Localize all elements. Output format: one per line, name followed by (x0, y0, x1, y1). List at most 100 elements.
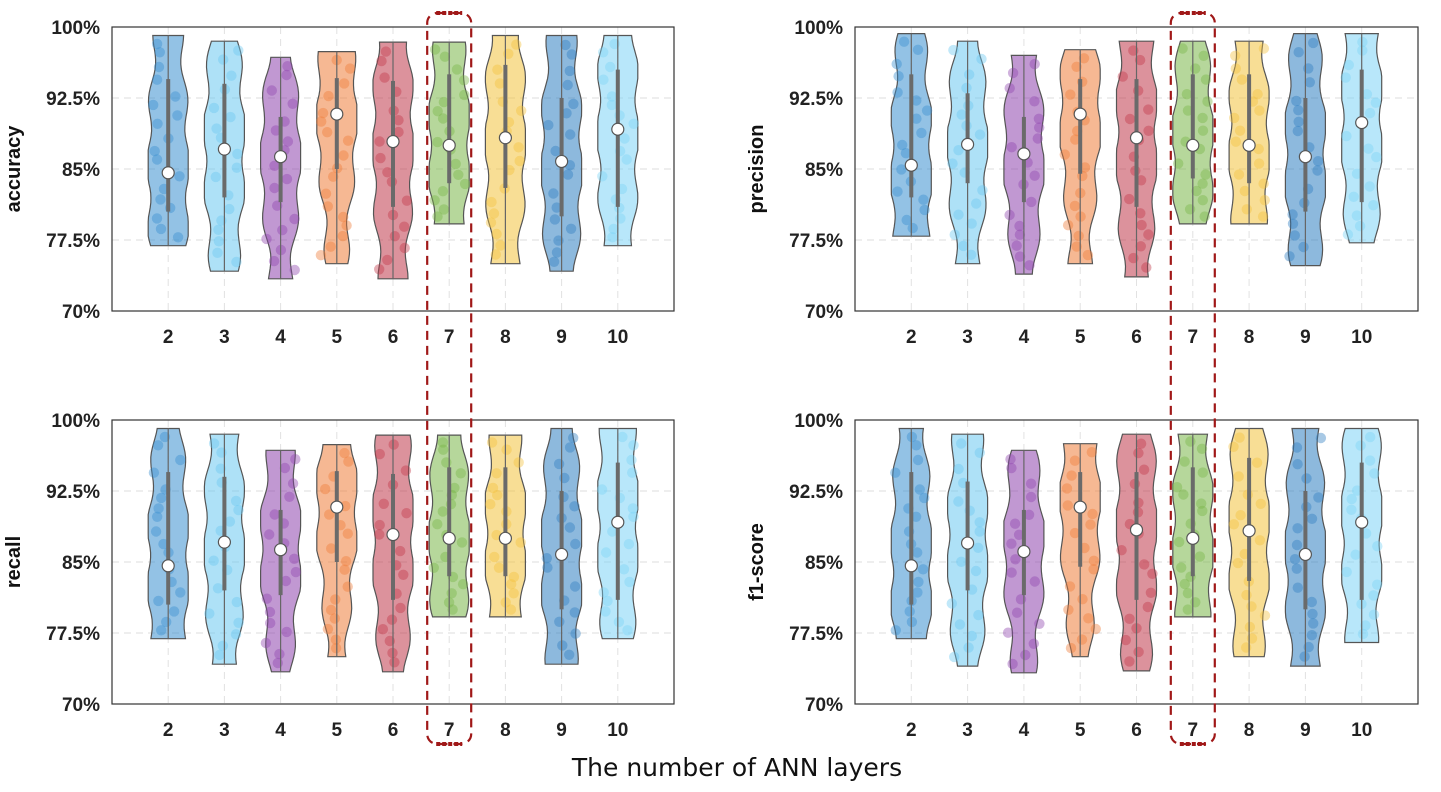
data-point (289, 264, 300, 276)
data-point (155, 223, 167, 235)
data-point (1124, 193, 1135, 205)
median-marker-3 (960, 137, 975, 151)
data-point (290, 566, 302, 578)
x-tick-label: 9 (1300, 720, 1311, 741)
data-point (1139, 559, 1150, 570)
data-point (1090, 623, 1102, 635)
data-point (1301, 473, 1312, 484)
median-marker-3 (960, 536, 975, 550)
median-marker-10 (611, 515, 625, 529)
data-point (597, 171, 608, 182)
data-point (513, 457, 524, 468)
data-point (272, 657, 283, 669)
data-point (400, 465, 412, 476)
data-point (208, 102, 220, 114)
data-point (1083, 613, 1094, 624)
panel-precision: 70% 77.5% 85% 92.5% 100% 2 3 4 5 6 7 8 9 10 precision (746, 18, 1419, 348)
data-point (564, 649, 575, 660)
x-tick-label: 6 (388, 327, 399, 348)
x-tick-label: 9 (1300, 327, 1311, 348)
data-point (609, 38, 620, 50)
data-point (627, 467, 638, 478)
data-point (212, 583, 224, 594)
data-point (213, 224, 224, 235)
data-point (447, 604, 458, 615)
plot-frame (111, 419, 675, 705)
data-point (1014, 229, 1026, 240)
data-point (569, 581, 581, 592)
data-point (330, 634, 342, 645)
data-point (398, 569, 409, 580)
y-tick-label: 85% (62, 553, 100, 574)
data-point (393, 126, 404, 138)
data-point (976, 53, 987, 65)
data-point (569, 607, 580, 618)
data-point (1002, 627, 1014, 638)
data-point (628, 118, 639, 129)
data-point (954, 619, 966, 630)
data-point (343, 456, 354, 467)
x-tick-label: 6 (1131, 720, 1142, 741)
data-point (1303, 641, 1314, 653)
iqr-box-7 (1190, 74, 1195, 179)
data-point (1370, 97, 1382, 108)
data-point (279, 462, 291, 474)
median-marker-10 (611, 122, 625, 136)
data-point (1013, 529, 1025, 540)
data-point (608, 223, 619, 235)
data-point (911, 440, 922, 451)
data-point (1034, 122, 1045, 133)
data-point (1194, 551, 1206, 562)
data-point (1363, 143, 1374, 154)
data-point (450, 158, 461, 170)
data-point (914, 484, 925, 495)
data-point (1350, 549, 1361, 560)
data-point (1141, 262, 1152, 273)
y-axis-label: recall (3, 536, 25, 588)
data-point (340, 556, 352, 567)
data-point (317, 107, 329, 119)
data-point (568, 432, 579, 444)
data-point (564, 442, 576, 453)
data-point (1190, 63, 1201, 74)
data-point (1135, 438, 1147, 449)
data-point (1341, 566, 1352, 578)
y-tick-label: 85% (805, 553, 843, 574)
data-point (624, 576, 635, 588)
x-tick-label: 4 (1019, 327, 1030, 348)
data-point (1011, 240, 1022, 251)
data-point (1029, 576, 1041, 587)
data-point (338, 150, 349, 161)
data-point (432, 106, 443, 117)
data-point (485, 217, 497, 228)
data-point (264, 606, 276, 618)
data-point (1069, 200, 1081, 212)
median-marker-8 (498, 131, 512, 145)
data-point (948, 44, 959, 56)
data-point (455, 468, 466, 479)
panels-layer: 70%77.5%85%92.5%100%2 3 4 5 6 7 8 9 10accuracy70… (3, 18, 1419, 741)
data-point (598, 47, 609, 58)
data-point (1364, 455, 1376, 466)
data-point (1198, 50, 1209, 61)
data-point (489, 551, 500, 563)
x-tick-label: 3 (962, 720, 973, 741)
y-tick-label: 100% (794, 411, 843, 432)
y-axis-label: precision (746, 125, 768, 214)
data-point (342, 528, 353, 539)
data-point (282, 136, 294, 147)
data-point (1230, 136, 1242, 147)
data-point (569, 501, 580, 512)
data-point (1190, 597, 1201, 608)
data-point (1196, 443, 1208, 454)
data-point (215, 463, 226, 474)
data-point (910, 511, 922, 522)
data-point (231, 256, 242, 268)
data-point (1303, 63, 1314, 74)
data-point (1361, 89, 1373, 100)
data-point (1120, 634, 1132, 646)
median-marker-6 (1129, 523, 1144, 537)
median-marker-10 (1355, 515, 1369, 529)
data-point (212, 247, 223, 258)
data-point (287, 478, 299, 489)
